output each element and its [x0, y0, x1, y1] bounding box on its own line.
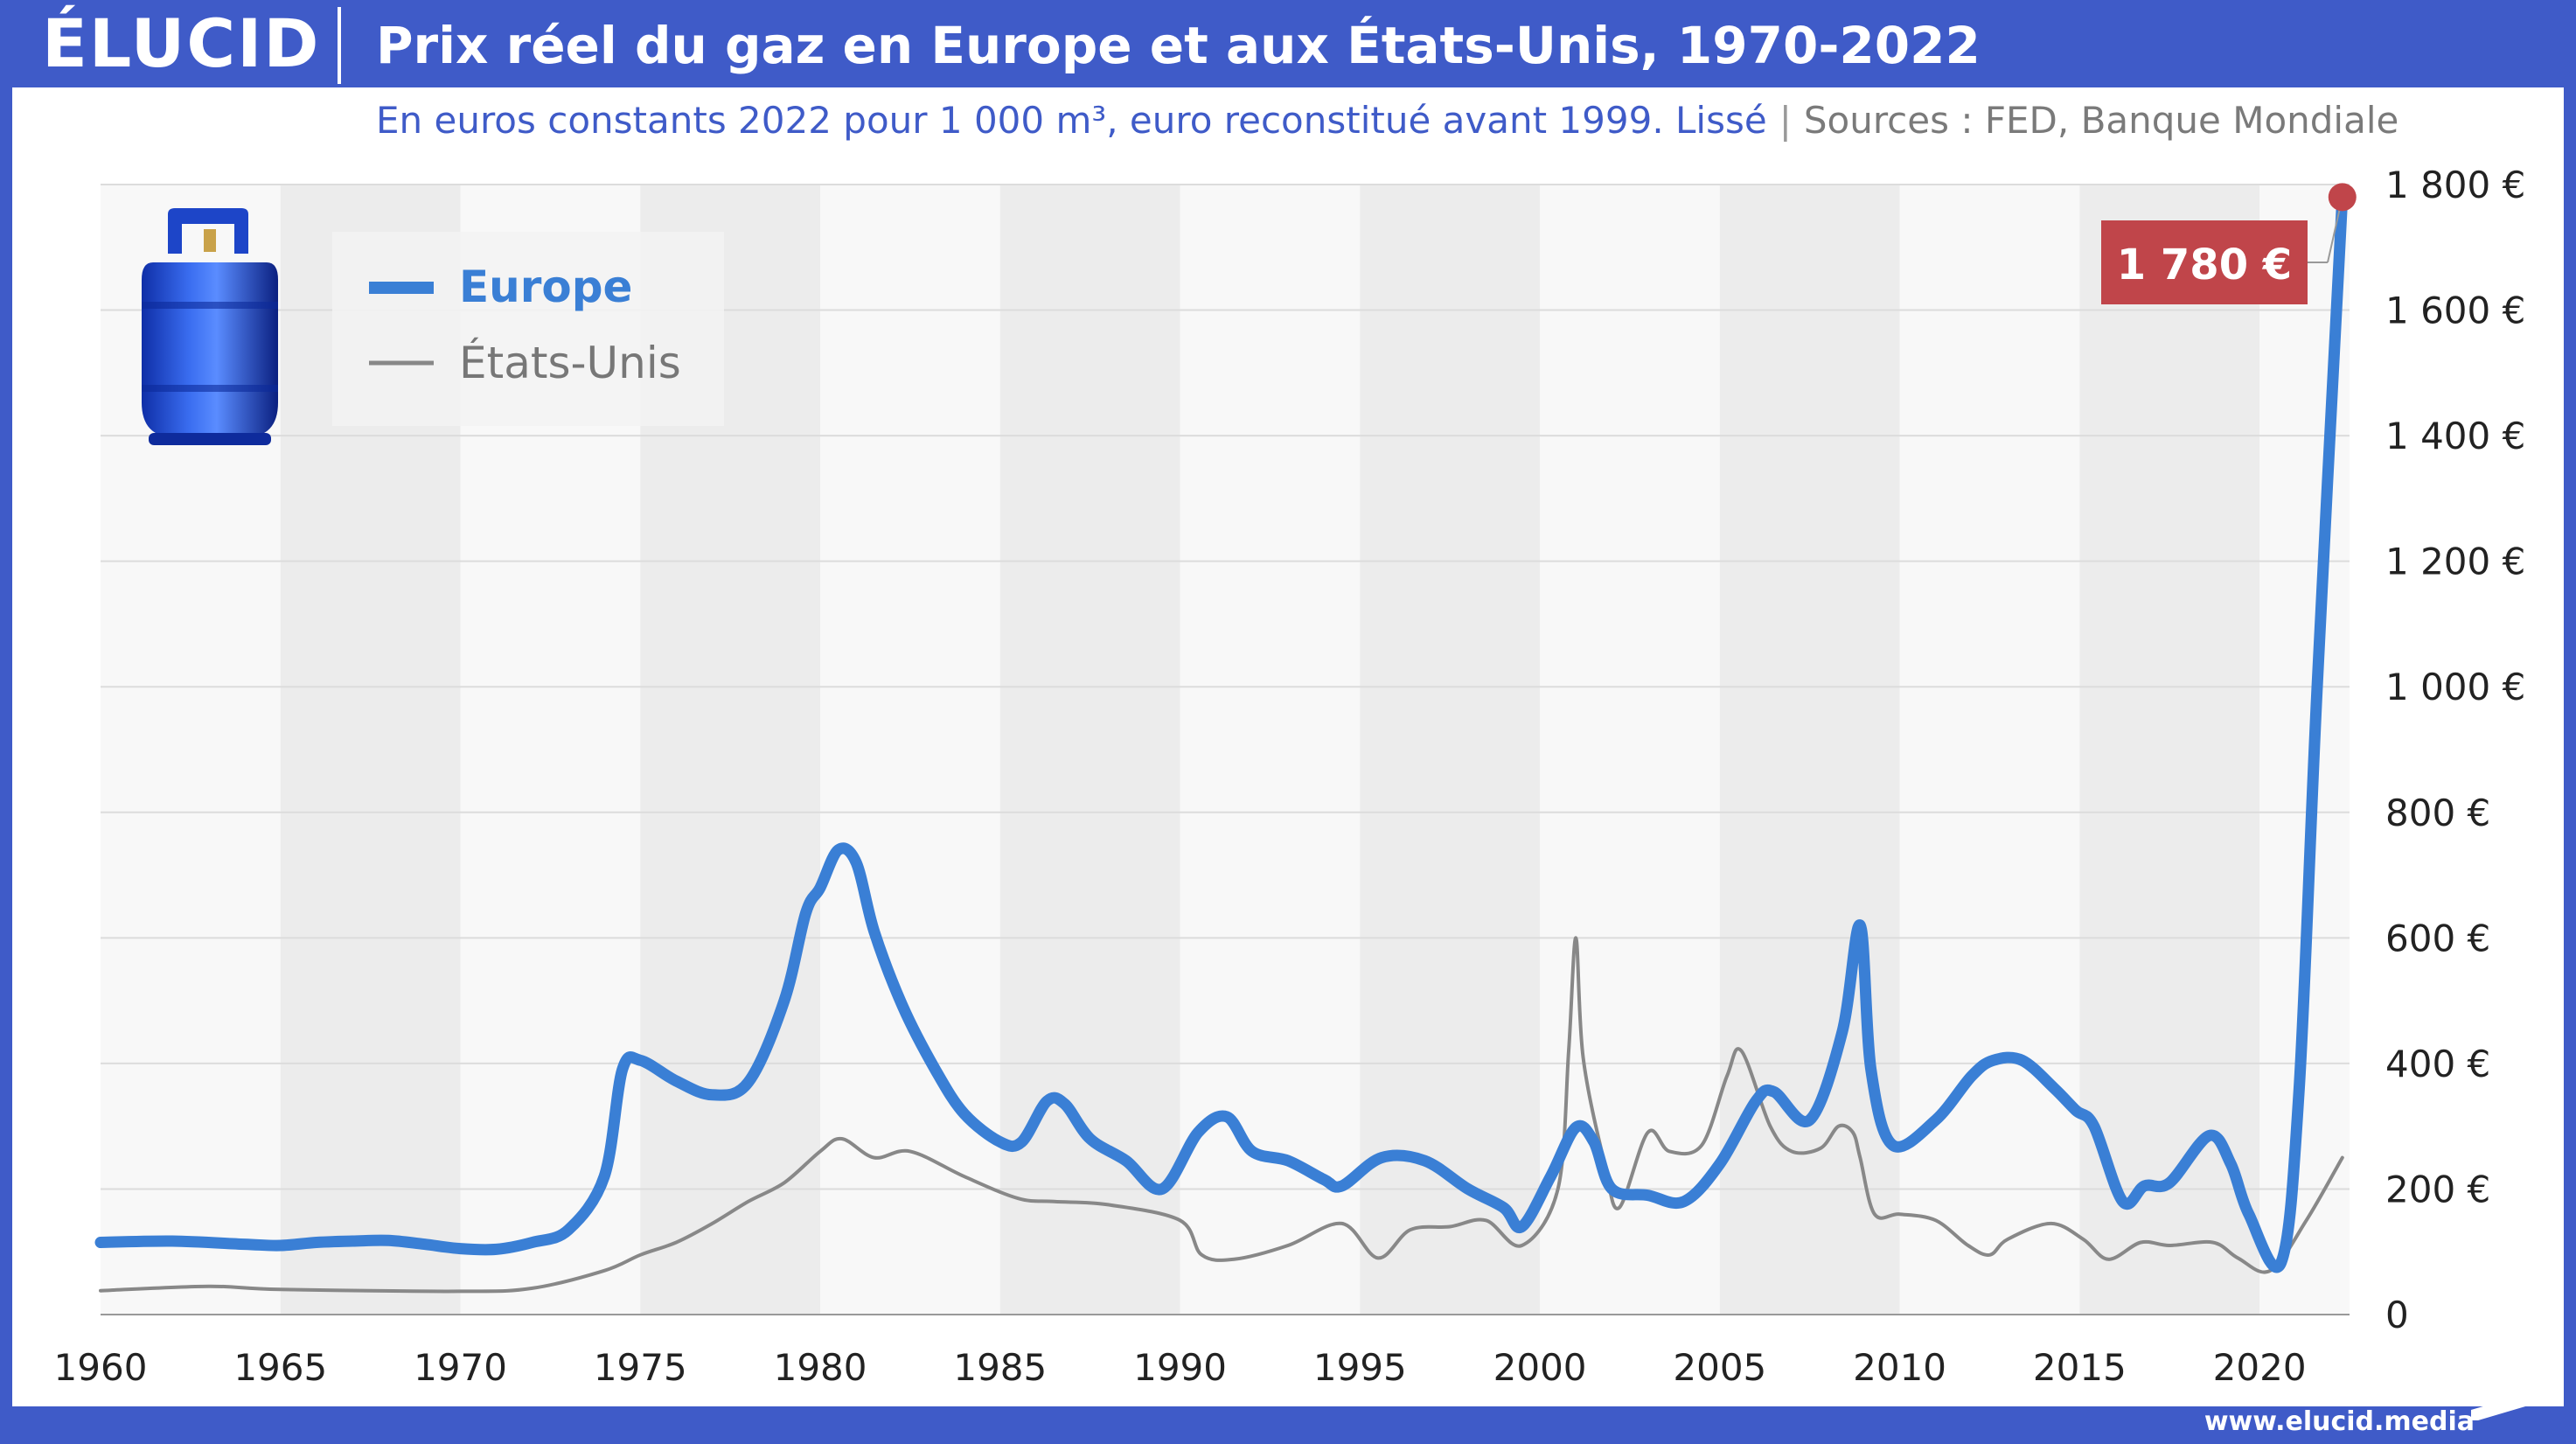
- subtitle-text: En euros constants 2022 pour 1 000 m³, e…: [376, 99, 1767, 142]
- subtitle-separator: |: [1779, 99, 1792, 142]
- x-axis-ticks: 1960 1965 1970 1975 1980 1985 1990 1995 2000 2005…: [54, 1346, 2307, 1389]
- header-bar: ÉLUCID Prix réel du gaz en Europe et aux…: [0, 0, 2576, 87]
- background-band: [1719, 185, 1900, 1315]
- y-tick-label: 1 400 €: [2385, 415, 2525, 457]
- last-value-dot: [2328, 183, 2357, 212]
- gas-cylinder-icon: [142, 208, 278, 445]
- x-tick-label: 1965: [233, 1346, 327, 1389]
- x-tick-label: 1980: [774, 1346, 867, 1389]
- y-tick-label: 1 000 €: [2385, 666, 2525, 708]
- legend-label-europe: Europe: [459, 262, 632, 312]
- background-band: [1899, 185, 2080, 1315]
- elucid-logo[interactable]: ÉLUCID: [42, 4, 321, 82]
- x-tick-label: 1970: [414, 1346, 507, 1389]
- legend: Europe États-Unis: [332, 232, 724, 426]
- x-tick-label: 2010: [1853, 1346, 1946, 1389]
- y-tick-label: 1 800 €: [2385, 164, 2525, 206]
- y-tick-label: 1 200 €: [2385, 541, 2525, 583]
- x-tick-label: 2020: [2213, 1346, 2307, 1389]
- background-band: [1180, 185, 1361, 1315]
- y-tick-label: 800 €: [2385, 792, 2490, 834]
- x-tick-label: 1975: [594, 1346, 687, 1389]
- x-tick-label: 1960: [54, 1346, 148, 1389]
- footer-url[interactable]: www.elucid.media: [2204, 1406, 2475, 1437]
- y-tick-label: 1 600 €: [2385, 289, 2525, 332]
- callout-box: [2101, 220, 2308, 304]
- series-lines: [94, 191, 2349, 1294]
- x-tick-label: 2000: [1493, 1346, 1587, 1389]
- y-tick-label: 400 €: [2385, 1043, 2490, 1085]
- x-tick-label: 1985: [953, 1346, 1047, 1389]
- legend-label-usa: États-Unis: [459, 337, 681, 388]
- y-tick-label: 0: [2385, 1294, 2409, 1336]
- y-tick-label: 200 €: [2385, 1168, 2490, 1210]
- header-divider: [338, 7, 341, 84]
- chart-subtitle: En euros constants 2022 pour 1 000 m³, e…: [376, 94, 2398, 147]
- x-tick-label: 1995: [1313, 1346, 1407, 1389]
- background-band: [1360, 185, 1541, 1315]
- x-tick-label: 1990: [1133, 1346, 1227, 1389]
- y-axis-ticks: 0 200 € 400 € 600 € 800 € 1 000 € 1 200 € 1 400…: [2385, 164, 2525, 1336]
- page-title: Prix réel du gaz en Europe et aux États-…: [376, 16, 1981, 75]
- callout-label: 1 780 €: [2117, 241, 2292, 289]
- last-value-annotation: 1 780 €: [2101, 183, 2357, 304]
- x-tick-label: 2005: [1673, 1346, 1766, 1389]
- background-band: [820, 185, 1000, 1315]
- gridlines: [101, 184, 2350, 1190]
- sources-text: Sources : FED, Banque Mondiale: [1803, 99, 2399, 142]
- elucid-mark-icon: [2471, 1385, 2555, 1420]
- x-tick-label: 2015: [2033, 1346, 2127, 1389]
- background-band: [2079, 185, 2260, 1315]
- y-tick-label: 600 €: [2385, 917, 2490, 959]
- series-line-europe: [94, 191, 2349, 1273]
- series-line-usa: [99, 936, 2344, 1294]
